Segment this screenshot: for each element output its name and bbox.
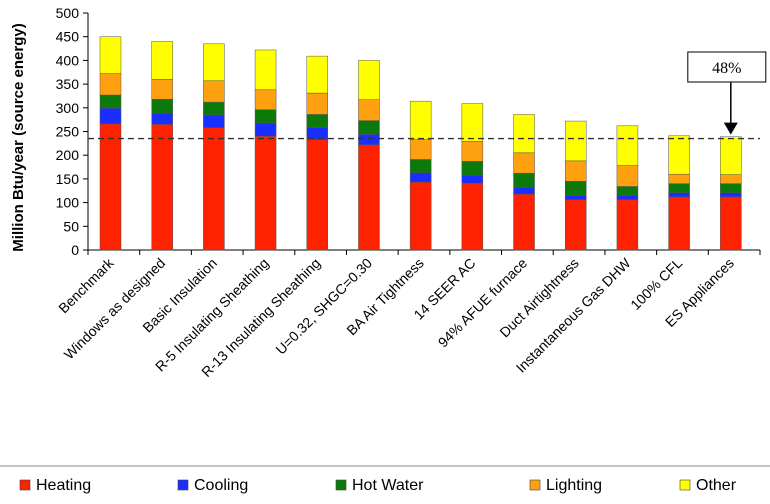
bar-heating	[358, 144, 380, 251]
bar-lighting	[99, 73, 122, 96]
bar-hot-water	[254, 109, 277, 124]
y-tick-label: 0	[71, 242, 79, 258]
bar-hot-water	[358, 120, 380, 135]
y-axis-title: Million Btu/year (source energy)	[10, 23, 27, 251]
legend-label-lighting: Lighting	[546, 477, 602, 494]
bar-heating	[564, 199, 587, 251]
legend-swatch-heating	[19, 479, 31, 491]
bar-other	[409, 100, 432, 140]
bar-hot-water	[99, 94, 122, 109]
legend-swatch-cooling	[177, 479, 189, 491]
bar-cooling	[564, 195, 587, 201]
bar-hot-water	[616, 186, 639, 196]
bar-lighting	[254, 89, 277, 110]
bar-cooling	[513, 187, 535, 195]
bar-other	[151, 41, 173, 80]
bar-cooling	[409, 172, 432, 183]
bar-other	[564, 120, 587, 162]
bar-cooling	[358, 134, 380, 146]
bar-lighting	[151, 79, 173, 100]
bar-heating	[99, 123, 122, 251]
bar-hot-water	[151, 99, 173, 114]
legend-label-hot-water: Hot Water	[352, 477, 424, 494]
bar-heating	[720, 196, 742, 251]
bar-other	[616, 125, 639, 166]
bar-other	[461, 103, 484, 142]
bar-other	[306, 55, 329, 94]
legend-swatch-lighting	[529, 479, 541, 491]
y-tick-label: 50	[63, 218, 79, 234]
bar-heating	[668, 196, 690, 251]
bar-heating	[306, 139, 329, 251]
bar-hot-water	[461, 161, 484, 176]
bar-cooling	[254, 122, 277, 137]
bar-lighting	[616, 165, 639, 187]
annotation-box	[687, 51, 767, 83]
y-tick-label: 350	[56, 76, 80, 92]
bar-heating	[616, 199, 639, 251]
bar-lighting	[513, 152, 535, 174]
bar-other	[203, 43, 225, 82]
category-label: Windows as designed	[61, 255, 169, 363]
bar-hot-water	[668, 183, 690, 193]
bar-hot-water	[409, 159, 432, 173]
bar-other	[254, 49, 277, 91]
bar-heating	[461, 182, 484, 251]
bar-cooling	[461, 174, 484, 184]
y-tick-label: 400	[56, 52, 80, 68]
bar-hot-water	[564, 181, 587, 196]
bar-lighting	[564, 160, 587, 182]
legend-label-cooling: Cooling	[194, 477, 248, 494]
y-tick-label: 200	[56, 147, 80, 163]
bar-hot-water	[513, 172, 535, 188]
y-tick-label: 100	[56, 195, 80, 211]
legend-swatch-other	[679, 479, 691, 491]
y-tick-label: 250	[56, 124, 80, 140]
bar-other	[720, 136, 742, 175]
bar-cooling	[720, 192, 742, 198]
bar-heating	[203, 127, 225, 251]
category-label: U=0.32, SHGC=0.30	[272, 255, 375, 358]
bar-lighting	[461, 141, 484, 162]
bar-cooling	[99, 108, 122, 125]
bar-cooling	[616, 195, 639, 201]
y-tick-label: 300	[56, 100, 80, 116]
category-label: 94% AFUE furnace	[435, 255, 531, 351]
bar-heating	[254, 135, 277, 251]
y-tick-label: 150	[56, 171, 80, 187]
bar-heating	[513, 193, 535, 251]
bar-hot-water	[306, 114, 329, 128]
legend-label-other: Other	[696, 477, 737, 494]
y-tick-label: 450	[56, 29, 80, 45]
bar-hot-water	[203, 101, 225, 116]
bar-cooling	[203, 114, 225, 128]
bar-cooling	[668, 192, 690, 198]
bar-lighting	[409, 139, 432, 160]
bar-hot-water	[720, 183, 742, 193]
bar-heating	[409, 181, 432, 251]
bar-other	[668, 135, 690, 175]
bar-lighting	[203, 80, 225, 103]
legend-swatch-hot-water	[335, 479, 347, 491]
legend-label-heating: Heating	[36, 477, 91, 494]
bar-cooling	[306, 127, 329, 140]
bar-lighting	[720, 174, 742, 184]
bar-lighting	[306, 92, 329, 115]
bar-other	[358, 60, 380, 100]
bar-lighting	[358, 99, 380, 121]
bar-other	[99, 36, 122, 74]
annotation-text: 48%	[712, 60, 741, 77]
annotation-arrow-head	[723, 122, 738, 135]
bar-cooling	[151, 112, 173, 125]
bar-lighting	[668, 173, 690, 184]
bar-heating	[151, 124, 173, 251]
bar-other	[513, 114, 535, 154]
y-tick-label: 500	[56, 5, 80, 21]
